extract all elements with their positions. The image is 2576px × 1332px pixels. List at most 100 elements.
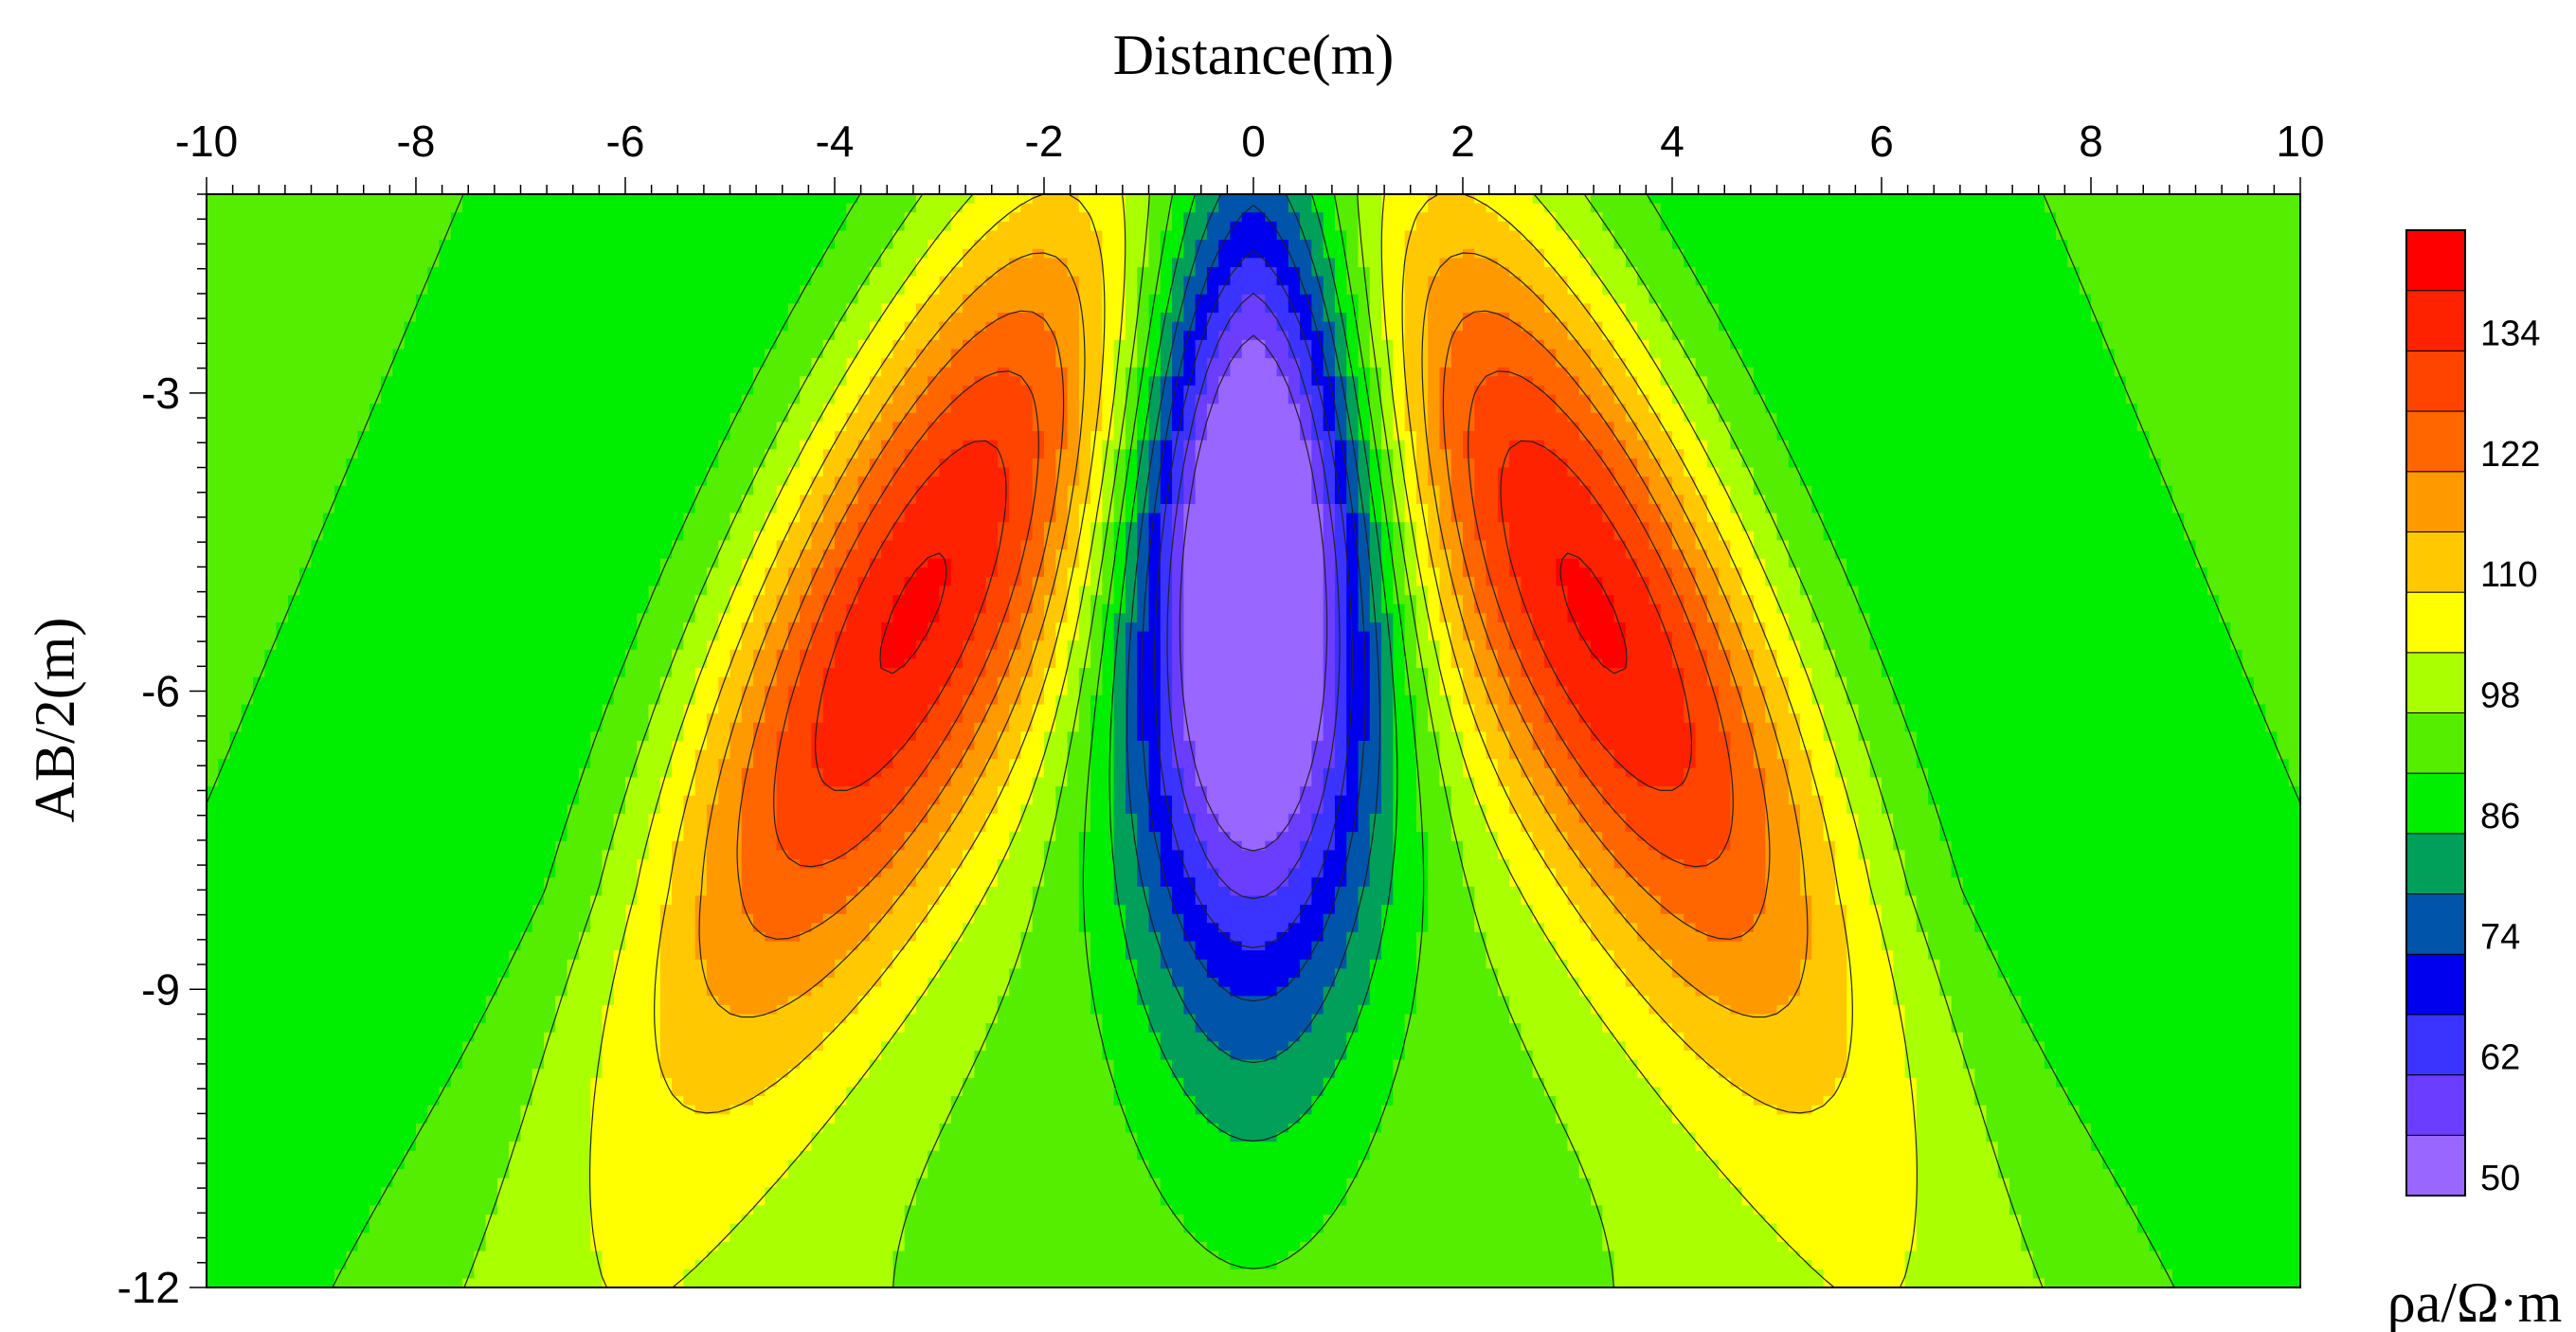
contour-cell: [404, 331, 417, 341]
contour-cell: [1206, 230, 1219, 241]
contour-cell: [718, 240, 731, 250]
contour-cell: [1846, 404, 1860, 414]
contour-cell: [509, 313, 522, 323]
contour-cell: [1300, 230, 1312, 241]
contour-cell: [857, 266, 871, 278]
contour-cell: [2032, 303, 2045, 314]
contour-cell: [1497, 431, 1510, 441]
contour-cell: [811, 339, 824, 351]
contour-cell: [2195, 404, 2208, 414]
contour-cell: [485, 294, 498, 304]
contour-cell: [1486, 294, 1499, 304]
contour-cell: [253, 221, 265, 232]
contour-cell: [835, 266, 847, 278]
contour-cell: [2184, 248, 2197, 259]
contour-cell: [1323, 440, 1336, 450]
contour-cell: [1450, 367, 1464, 377]
contour-cell: [2125, 349, 2138, 359]
contour-cell: [811, 258, 824, 268]
contour-cell: [1276, 203, 1289, 213]
contour-cell: [2091, 194, 2103, 205]
contour-cell: [392, 221, 405, 232]
contour-cell: [357, 203, 370, 213]
contour-cell: [1928, 285, 1940, 296]
contour-cell: [578, 412, 591, 423]
contour-cell: [2091, 367, 2103, 377]
contour-cell: [985, 339, 999, 351]
contour-cell: [1869, 349, 1882, 359]
contour-cell: [485, 331, 498, 341]
contour-cell: [276, 440, 289, 450]
contour-cell: [846, 240, 859, 250]
contour-cell: [1055, 313, 1069, 323]
contour-cell: [2056, 221, 2069, 232]
contour-cell: [1997, 331, 2010, 341]
contour-cell: [253, 431, 265, 441]
contour-cell: [857, 221, 871, 232]
contour-cell: [1916, 339, 1929, 351]
contour-cell: [997, 394, 1010, 405]
contour-cell: [555, 404, 568, 414]
contour-cell: [1591, 376, 1603, 387]
contour-cell: [1241, 394, 1254, 405]
contour-cell: [1020, 266, 1034, 278]
contour-cell: [835, 248, 847, 259]
contour-cell: [1986, 285, 1999, 296]
contour-cell: [1288, 385, 1301, 396]
contour-cell: [1474, 367, 1487, 377]
contour-cell: [287, 266, 300, 278]
contour-cell: [1265, 194, 1278, 205]
contour-cell: [963, 367, 975, 377]
contour-cell: [730, 276, 743, 286]
contour-cell: [1276, 367, 1289, 377]
contour-cell: [1869, 385, 1882, 396]
contour-cell: [1334, 349, 1347, 359]
contour-cell: [1183, 349, 1197, 359]
contour-cell: [753, 212, 766, 223]
contour-cell: [2021, 376, 2034, 387]
contour-cell: [1556, 203, 1569, 213]
contour-cell: [1741, 258, 1755, 268]
contour-cell: [253, 376, 265, 387]
contour-cell: [997, 303, 1010, 314]
contour-cell: [1951, 367, 1964, 377]
contour-cell: [1102, 385, 1115, 396]
contour-cell: [706, 294, 719, 304]
contour-cell: [1334, 240, 1347, 250]
contour-cell: [776, 385, 789, 396]
contour-cell: [1067, 339, 1080, 351]
contour-cell: [602, 194, 615, 205]
contour-cell: [985, 248, 999, 259]
contour-cell: [869, 294, 882, 304]
contour-cell: [2091, 294, 2103, 304]
contour-cell: [2207, 230, 2220, 241]
contour-cell: [357, 258, 370, 268]
contour-cell: [2253, 212, 2266, 223]
contour-cell: [2021, 294, 2034, 304]
contour-cell: [1893, 321, 1906, 332]
contour-cell: [1463, 385, 1475, 396]
contour-cell: [264, 212, 278, 223]
contour-cell: [706, 258, 719, 268]
contour-cell: [1625, 266, 1638, 278]
contour-cell: [1578, 294, 1592, 304]
contour-cell: [2219, 285, 2231, 296]
contour-cell: [1020, 331, 1034, 341]
contour-cell: [450, 440, 463, 450]
contour-cell: [1660, 376, 1673, 387]
contour-cell: [1509, 404, 1522, 414]
contour-cell: [241, 404, 254, 414]
contour-cell: [1381, 376, 1394, 387]
contour-cell: [496, 276, 510, 286]
contour-cell: [1241, 349, 1254, 359]
contour-cell: [892, 303, 906, 314]
contour-cell: [1695, 194, 1708, 205]
contour-cell: [1020, 358, 1034, 369]
contour-cell: [915, 339, 928, 351]
contour-cell: [450, 240, 463, 250]
contour-cell: [1741, 221, 1755, 232]
contour-cell: [1986, 313, 1999, 323]
contour-cell: [822, 258, 836, 268]
contour-cell: [1393, 194, 1406, 205]
contour-cell: [1218, 412, 1232, 423]
